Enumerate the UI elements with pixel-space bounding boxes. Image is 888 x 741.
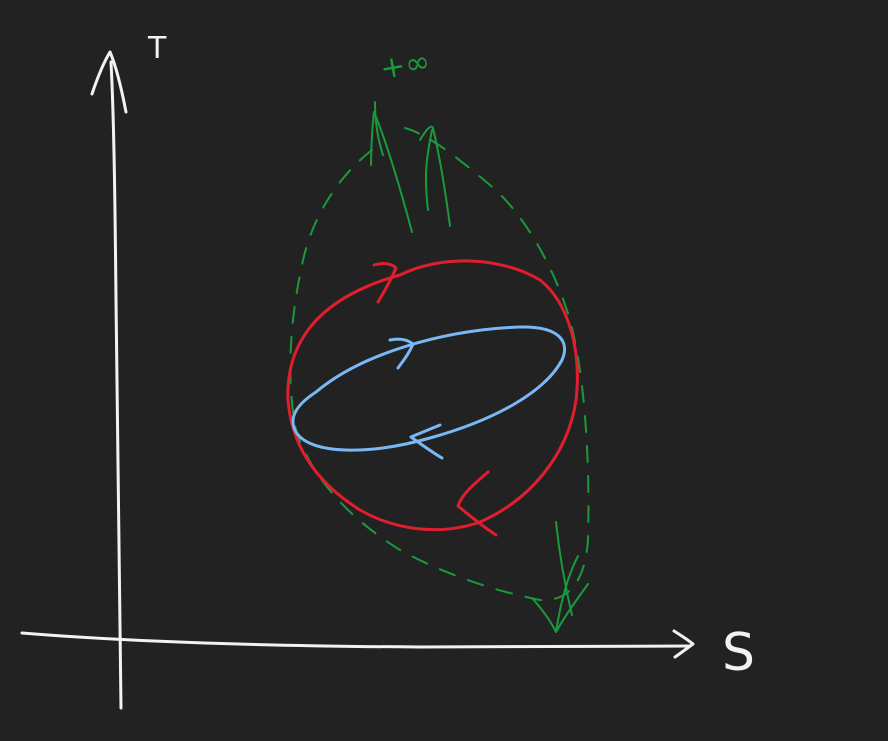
middle-cycle-top-arrow: [372, 262, 398, 304]
s-axis-line: [20, 631, 692, 649]
middle-cycle-bottom-arrow: [456, 470, 498, 537]
t-axis-line: [109, 60, 123, 710]
outer-cycle-dashed-loop: [289, 127, 590, 602]
t-axis-arrowhead: [90, 50, 128, 114]
t-axis-label: T: [147, 31, 167, 66]
inner-cycle-top-arrow: [388, 337, 415, 370]
inner-cycle: [291, 325, 567, 460]
middle-cycle-loop: [286, 259, 579, 532]
axes: T S: [20, 31, 755, 710]
outer-cycle-down-arrow: [531, 521, 589, 633]
inner-cycle-loop: [291, 325, 567, 452]
middle-cycle: [286, 259, 579, 537]
infinity-label: +∞: [377, 44, 432, 87]
s-axis-label: S: [722, 623, 755, 683]
outer-cycle: +∞: [289, 44, 590, 633]
outer-cycle-up-arrow: [370, 101, 451, 233]
inner-cycle-bottom-arrow: [409, 423, 444, 460]
s-axis-arrowhead: [672, 629, 695, 659]
